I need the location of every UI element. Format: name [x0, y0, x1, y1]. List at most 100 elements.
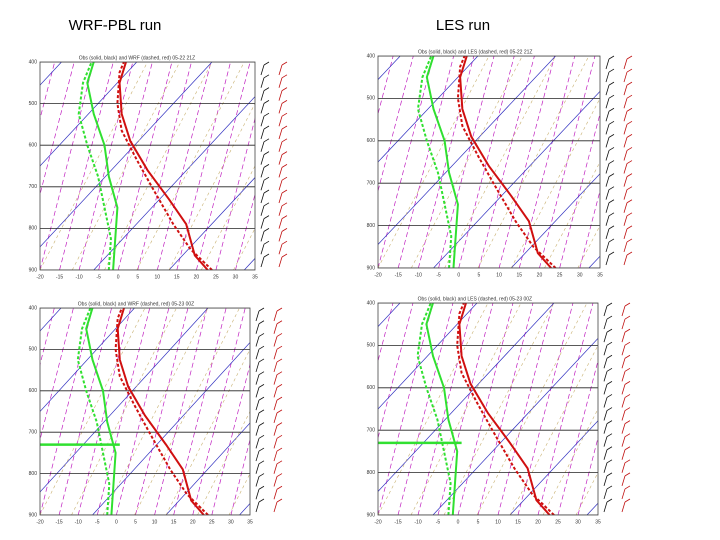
temperature-model: [456, 303, 555, 515]
isotherm: [154, 308, 208, 515]
wind-barb: [623, 137, 628, 148]
wind-barb-flag: [626, 160, 633, 164]
temperature-label: -5: [95, 519, 100, 525]
temperature-model: [456, 56, 557, 268]
temperature-label: -10: [415, 272, 422, 278]
temperature-model: [114, 308, 209, 515]
wind-barb-flag: [263, 240, 270, 245]
pressure-label: 500: [367, 96, 376, 102]
wind-barb: [278, 167, 283, 178]
wind-barb: [255, 349, 260, 360]
wind-barb-flag: [263, 100, 270, 104]
isotherm: [518, 56, 576, 268]
temperature-label: -20: [36, 519, 43, 525]
wind-barb: [255, 361, 260, 373]
wind-barb-flag: [606, 485, 613, 490]
wind-barb-flag: [276, 320, 283, 325]
moist-adiabat: [378, 303, 489, 515]
wind-barb: [605, 124, 610, 135]
panel-frame: [377, 55, 601, 269]
pressure-label: 400: [29, 305, 38, 311]
wind-barb: [605, 163, 610, 174]
pressure-label: 700: [29, 184, 38, 190]
wind-barb-flag: [608, 173, 615, 177]
wind-barb-flag: [281, 202, 288, 207]
wind-barb: [621, 371, 626, 382]
wind-barb: [621, 358, 626, 369]
wind-barb: [273, 336, 278, 347]
wind-barb: [260, 192, 265, 204]
isotherm: [211, 363, 250, 515]
wind-barb-flag: [258, 396, 265, 401]
isotherm: [96, 308, 151, 515]
temperature-label: 15: [516, 272, 522, 278]
temperature-label: -10: [75, 274, 82, 280]
wind-barb-flag: [276, 498, 283, 503]
wind-barb: [278, 218, 283, 229]
wind-barb-flag: [263, 189, 270, 194]
wind-barb-flag: [263, 253, 270, 258]
isotherm: [458, 56, 515, 268]
pressure-label: 400: [367, 300, 376, 306]
dry-adiabat: [378, 303, 555, 492]
temperature-label: -15: [394, 519, 401, 525]
plot-area: [40, 62, 255, 270]
wind-barb: [605, 241, 610, 253]
wind-barb: [255, 412, 260, 423]
wind-barb-flag: [608, 55, 615, 60]
wind-barb-flag: [276, 409, 283, 414]
wind-barb: [605, 137, 610, 148]
isotherm: [477, 303, 534, 515]
wind-barb: [603, 462, 608, 473]
wind-barb-flag: [606, 446, 613, 451]
dry-adiabat: [509, 420, 598, 515]
wind-barb: [278, 154, 283, 165]
panel-frame: [39, 61, 256, 271]
pressure-label: 400: [367, 53, 376, 59]
wind-barb-flag: [606, 315, 613, 320]
wind-barb: [605, 58, 610, 70]
temperature-label: 15: [174, 274, 180, 280]
wind-barb-flag: [281, 151, 288, 155]
wind-barb: [260, 128, 265, 140]
wind-barb-flag: [263, 151, 270, 155]
dewpoint-obs: [86, 62, 119, 270]
wind-barb: [621, 488, 626, 500]
wind-barb-flag: [624, 381, 631, 385]
isotherm: [192, 308, 246, 515]
wind-barb: [605, 85, 610, 96]
temperature-label: -20: [374, 519, 381, 525]
wind-barb: [621, 475, 626, 486]
temperature-label: 0: [115, 519, 118, 525]
temperature-obs: [459, 56, 552, 268]
temperature-label: 30: [577, 272, 583, 278]
wind-barb-flag: [263, 61, 270, 66]
pressure-label: 800: [367, 470, 376, 476]
isotherm: [40, 308, 74, 442]
wind-barb: [273, 374, 278, 385]
wind-barb: [260, 205, 265, 216]
wind-barb: [278, 90, 283, 101]
temperature-label: 5: [136, 274, 139, 280]
isotherm: [77, 308, 132, 515]
isotherm: [135, 308, 189, 515]
pressure-label: 700: [29, 430, 38, 436]
plot-area: [378, 56, 600, 268]
temperature-label: -20: [36, 274, 43, 280]
isotherm: [397, 56, 455, 268]
wind-barb-flag: [258, 460, 265, 465]
wind-barb-flag: [626, 186, 633, 191]
wind-barb-flag: [263, 125, 270, 130]
wind-barb: [260, 154, 265, 165]
wind-barb-flag: [608, 120, 615, 125]
wind-barb: [260, 141, 265, 152]
wind-barb-flag: [281, 215, 288, 219]
isotherm: [378, 56, 434, 268]
wind-barb: [260, 64, 265, 76]
isotherm: [498, 56, 555, 268]
wind-barb-flag: [626, 134, 633, 138]
pressure-label: 900: [367, 265, 376, 271]
wind-barb-flag: [606, 472, 613, 477]
temperature-label: 10: [152, 519, 158, 525]
isotherm: [539, 56, 596, 268]
